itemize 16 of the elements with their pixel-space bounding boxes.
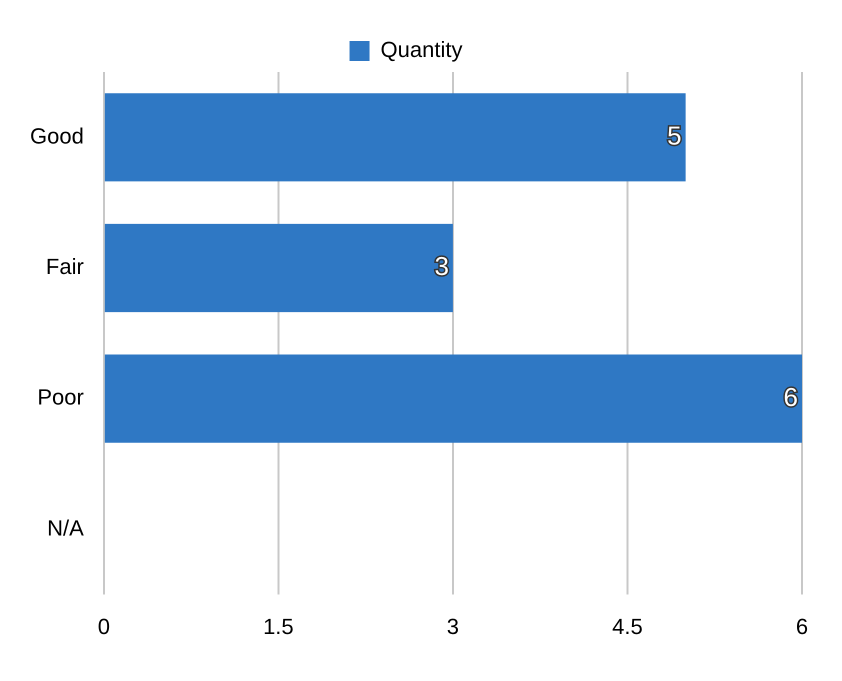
x-tick-label: 1.5	[263, 614, 294, 639]
bar	[104, 224, 453, 312]
bar	[104, 354, 802, 443]
y-tick-label: N/A	[47, 515, 84, 540]
x-tick-label: 3	[446, 614, 460, 639]
legend-label: Quantity	[380, 37, 462, 62]
y-tick-label: Poor	[37, 384, 84, 410]
x-tick-label: 0	[98, 614, 110, 639]
x-tick-label: 4.5	[612, 614, 643, 639]
data-label: 3	[434, 251, 449, 282]
x-tick-label: 6	[796, 614, 808, 639]
data-label: 6	[784, 382, 798, 412]
bar	[104, 93, 686, 182]
y-tick-label: Fair	[46, 254, 84, 280]
data-label: 5	[667, 120, 682, 150]
y-tick-label: Good	[30, 123, 84, 148]
